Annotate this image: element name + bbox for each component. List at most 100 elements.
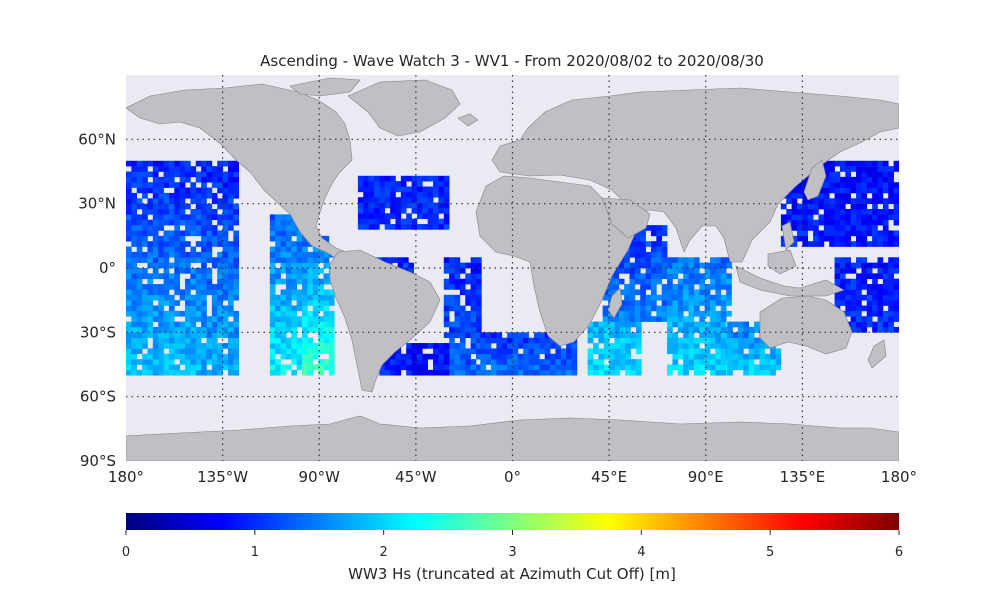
swath-cell [195, 209, 202, 215]
swath-cell [227, 171, 234, 178]
swath-cell [163, 300, 170, 306]
swath-cell [158, 294, 164, 301]
swath-cell [797, 182, 803, 188]
swath-cell [312, 246, 319, 253]
swath-cell [275, 359, 281, 365]
swath-cell [438, 343, 445, 349]
swath-cell [142, 321, 148, 328]
swath-cell [147, 182, 154, 188]
swath-cell [704, 294, 711, 301]
swath-cell [614, 348, 621, 355]
swath-cell [217, 230, 223, 237]
swath-cell [459, 262, 466, 269]
swath-cell [438, 181, 445, 187]
swath-cell [280, 321, 287, 328]
swath-cell [732, 364, 739, 371]
swath-cell [438, 364, 445, 371]
swath-cell [845, 219, 851, 226]
swath-cell [850, 294, 857, 301]
swath-cell [443, 332, 450, 338]
swath-cell [802, 241, 809, 247]
swath-cell [296, 343, 303, 349]
swath-cell [152, 171, 159, 178]
swath-cell [866, 219, 873, 226]
swath-cell [640, 246, 646, 253]
swath-cell [390, 369, 396, 376]
swath-cell [217, 300, 223, 306]
swath-cell [185, 343, 191, 349]
swath-cell [829, 209, 835, 215]
swath-cell [211, 209, 218, 215]
swath-cell [201, 326, 207, 333]
swath-cell [517, 364, 524, 371]
swath-cell [185, 300, 191, 306]
swath-cell [307, 359, 314, 365]
swath-cell [411, 191, 418, 198]
swath-cell [715, 257, 722, 263]
swath-cell [566, 353, 572, 360]
swath-cell [416, 353, 423, 360]
swath-cell [190, 219, 197, 226]
swath-cell [147, 225, 154, 231]
swath-cell [147, 187, 154, 194]
swath-cell [715, 284, 722, 290]
swath-cell [291, 251, 298, 258]
swath-cell [872, 198, 878, 204]
swath-cell [291, 305, 298, 312]
swath-cell [195, 251, 202, 258]
swath-cell [677, 310, 684, 317]
swath-cell [211, 310, 218, 317]
swath-cell [152, 364, 159, 371]
swath-cell [618, 278, 625, 285]
swath-cell [280, 348, 287, 355]
swath-cell [720, 337, 727, 344]
swath-cell [625, 348, 631, 355]
swath-cell [302, 284, 308, 290]
lon-tick-label: 45°E [591, 468, 627, 486]
swath-cell [384, 224, 391, 230]
swath-cell [201, 305, 207, 312]
swath-cell [625, 321, 631, 328]
swath-cell [454, 294, 461, 301]
swath-cell [877, 305, 884, 312]
swath-cell [629, 246, 636, 253]
swath-cell [174, 353, 180, 360]
swath-cell [877, 268, 884, 274]
swath-cell [704, 284, 711, 290]
swath-cell [834, 230, 841, 237]
swath-cell [523, 369, 529, 376]
swath-cell [280, 369, 287, 376]
swath-cell [634, 241, 641, 247]
swath-cell [227, 273, 234, 280]
swath-cell [882, 198, 889, 204]
swath-cell [280, 364, 287, 371]
swath-cell [737, 364, 744, 371]
swath-cell [629, 262, 636, 269]
swath-cell [312, 364, 319, 371]
swath-cell [764, 359, 771, 365]
swath-cell [217, 241, 223, 247]
swath-cell [759, 369, 766, 376]
swath-cell [168, 160, 175, 167]
swath-cell [307, 326, 314, 333]
swath-cell [807, 203, 814, 210]
swath-cell [312, 305, 319, 312]
swath-cell [291, 343, 298, 349]
swath-cell [645, 294, 652, 301]
swath-cell [136, 203, 143, 210]
swath-cell [839, 182, 846, 188]
swath-cell [856, 198, 862, 204]
swath-cell [651, 225, 657, 231]
swath-cell [872, 230, 878, 237]
swath-cell [845, 198, 851, 204]
swath-cell [323, 359, 330, 365]
swath-cell [656, 241, 663, 247]
swath-cell [693, 305, 700, 312]
swath-cell [190, 353, 197, 360]
swath-cell [818, 198, 825, 204]
swath-cell [587, 364, 594, 371]
colorbar-tick-label: 2 [380, 545, 388, 560]
swath-cell [307, 364, 314, 371]
swath-cell [328, 364, 335, 371]
swath-cell [384, 175, 391, 182]
